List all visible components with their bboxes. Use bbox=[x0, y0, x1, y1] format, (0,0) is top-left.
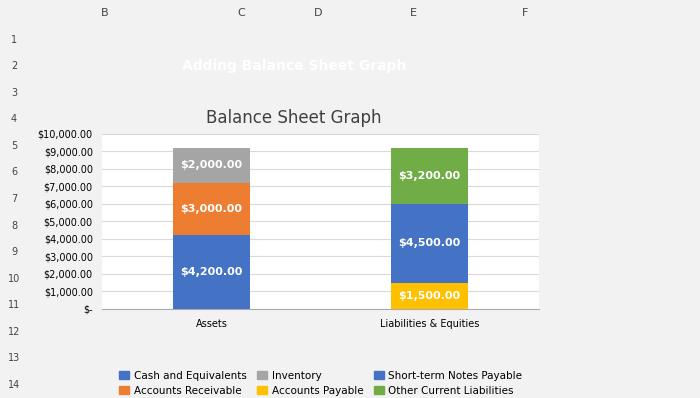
Bar bbox=[174, 148, 250, 183]
Text: 13: 13 bbox=[8, 353, 20, 363]
Text: $3,200.00: $3,200.00 bbox=[398, 171, 461, 181]
Text: F: F bbox=[522, 8, 528, 18]
Text: B: B bbox=[102, 8, 108, 18]
Text: 7: 7 bbox=[11, 194, 17, 204]
Text: $4,500.00: $4,500.00 bbox=[398, 238, 461, 248]
Text: 5: 5 bbox=[11, 141, 17, 151]
Text: E: E bbox=[410, 8, 416, 18]
Text: 10: 10 bbox=[8, 273, 20, 284]
Text: 11: 11 bbox=[8, 300, 20, 310]
Bar bbox=[391, 283, 468, 309]
Text: $1,500.00: $1,500.00 bbox=[398, 291, 461, 301]
Text: 3: 3 bbox=[11, 88, 17, 98]
Text: $3,000.00: $3,000.00 bbox=[181, 204, 242, 214]
Bar bbox=[174, 183, 250, 235]
Text: 4: 4 bbox=[11, 114, 17, 125]
Text: Balance Sheet Graph: Balance Sheet Graph bbox=[206, 109, 382, 127]
Text: Adding Balance Sheet Graph: Adding Balance Sheet Graph bbox=[182, 59, 406, 73]
Text: D: D bbox=[314, 8, 323, 18]
Bar bbox=[174, 235, 250, 309]
Text: 14: 14 bbox=[8, 380, 20, 390]
Text: 8: 8 bbox=[11, 220, 17, 230]
Text: $4,200.00: $4,200.00 bbox=[181, 267, 243, 277]
Text: C: C bbox=[237, 8, 246, 18]
Bar bbox=[391, 148, 468, 204]
Text: 6: 6 bbox=[11, 168, 17, 178]
Text: 12: 12 bbox=[8, 327, 20, 337]
Legend: Cash and Equivalents, Accounts Receivable, Inventory, Accounts Payable, Short-te: Cash and Equivalents, Accounts Receivabl… bbox=[115, 367, 526, 398]
Text: 9: 9 bbox=[11, 247, 17, 257]
Text: 2: 2 bbox=[11, 61, 17, 71]
Bar bbox=[391, 204, 468, 283]
Text: 1: 1 bbox=[11, 35, 17, 45]
Text: $2,000.00: $2,000.00 bbox=[181, 160, 243, 170]
